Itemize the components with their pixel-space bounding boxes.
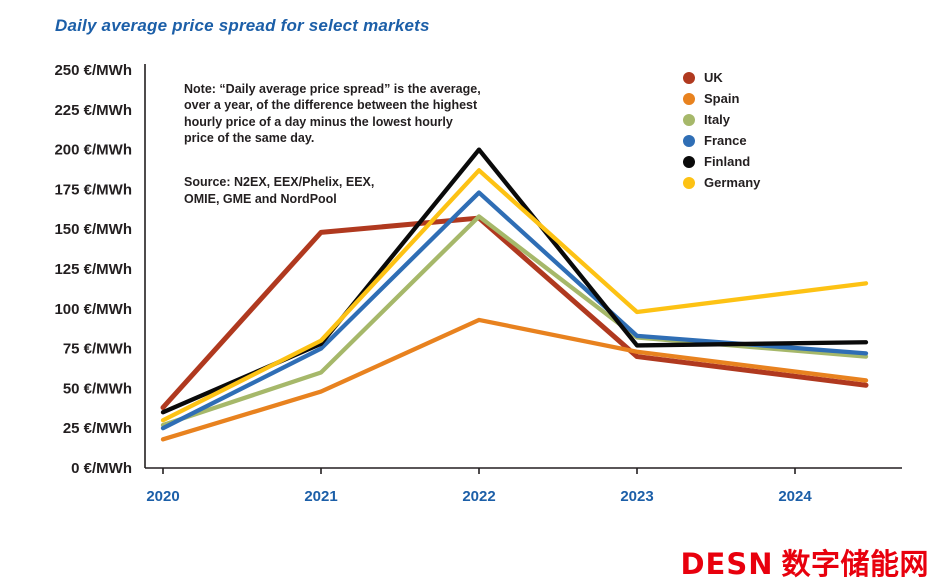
y-tick-label: 125 €/MWh xyxy=(54,261,132,278)
legend-item-finland: Finland xyxy=(683,154,760,169)
x-tick-label: 2023 xyxy=(620,488,653,505)
y-tick-label: 50 €/MWh xyxy=(63,380,132,397)
legend-item-spain: Spain xyxy=(683,91,760,106)
legend-label: France xyxy=(704,133,747,148)
legend-label: UK xyxy=(704,70,723,85)
y-tick-label: 250 €/MWh xyxy=(54,62,132,79)
legend-color-dot xyxy=(683,71,695,84)
legend-item-uk: UK xyxy=(683,70,760,85)
legend-item-france: France xyxy=(683,133,760,148)
legend-label: Spain xyxy=(704,91,740,106)
y-tick-label: 100 €/MWh xyxy=(54,301,132,318)
desn-logo-latin: DESN xyxy=(680,547,774,581)
desn-logo-chinese: 数字储能网 xyxy=(781,547,929,581)
legend-color-dot xyxy=(683,92,695,105)
series-line-spain xyxy=(160,317,869,442)
series-line-france xyxy=(160,190,869,431)
legend-color-dot xyxy=(683,113,695,126)
series-line-germany xyxy=(160,168,869,423)
legend-label: Italy xyxy=(704,112,731,127)
y-tick-label: 0 €/MWh xyxy=(71,460,132,477)
y-tick-label: 200 €/MWh xyxy=(54,142,132,159)
x-tick-label: 2022 xyxy=(462,488,495,505)
x-tick-label: 2020 xyxy=(146,488,179,505)
chart-note: Note: “Daily average price spread” is th… xyxy=(184,81,481,146)
chart-legend: UK Spain Italy France Finland Germany xyxy=(683,70,760,190)
desn-logo: DESN 数字储能网 xyxy=(680,541,929,583)
legend-color-dot xyxy=(683,176,695,189)
y-tick-label: 75 €/MWh xyxy=(63,341,132,358)
legend-label: Germany xyxy=(704,175,761,190)
chart-title: Daily average price spread for select ma… xyxy=(55,16,430,35)
y-tick-label: 150 €/MWh xyxy=(54,221,132,238)
legend-color-dot xyxy=(683,134,695,147)
x-tick-label: 2024 xyxy=(778,488,812,505)
legend-item-italy: Italy xyxy=(683,112,760,127)
y-tick-label: 225 €/MWh xyxy=(54,102,132,119)
legend-item-germany: Germany xyxy=(683,175,760,190)
y-tick-label: 175 €/MWh xyxy=(54,181,132,198)
x-tick-label: 2021 xyxy=(304,488,337,505)
legend-label: Finland xyxy=(704,154,751,169)
line-chart: 0 €/MWh 25 €/MWh 50 €/MWh 75 €/MWh 100 €/MWh… xyxy=(54,62,902,505)
chart-annotation: Note: “Daily average price spread” is th… xyxy=(184,64,484,224)
chart-source: Source: N2EX, EEX/Phelix, EEX, OMIE, GME… xyxy=(184,175,375,206)
legend-color-dot xyxy=(683,155,695,168)
y-tick-label: 25 €/MWh xyxy=(63,420,132,437)
series-line-uk xyxy=(160,215,869,411)
